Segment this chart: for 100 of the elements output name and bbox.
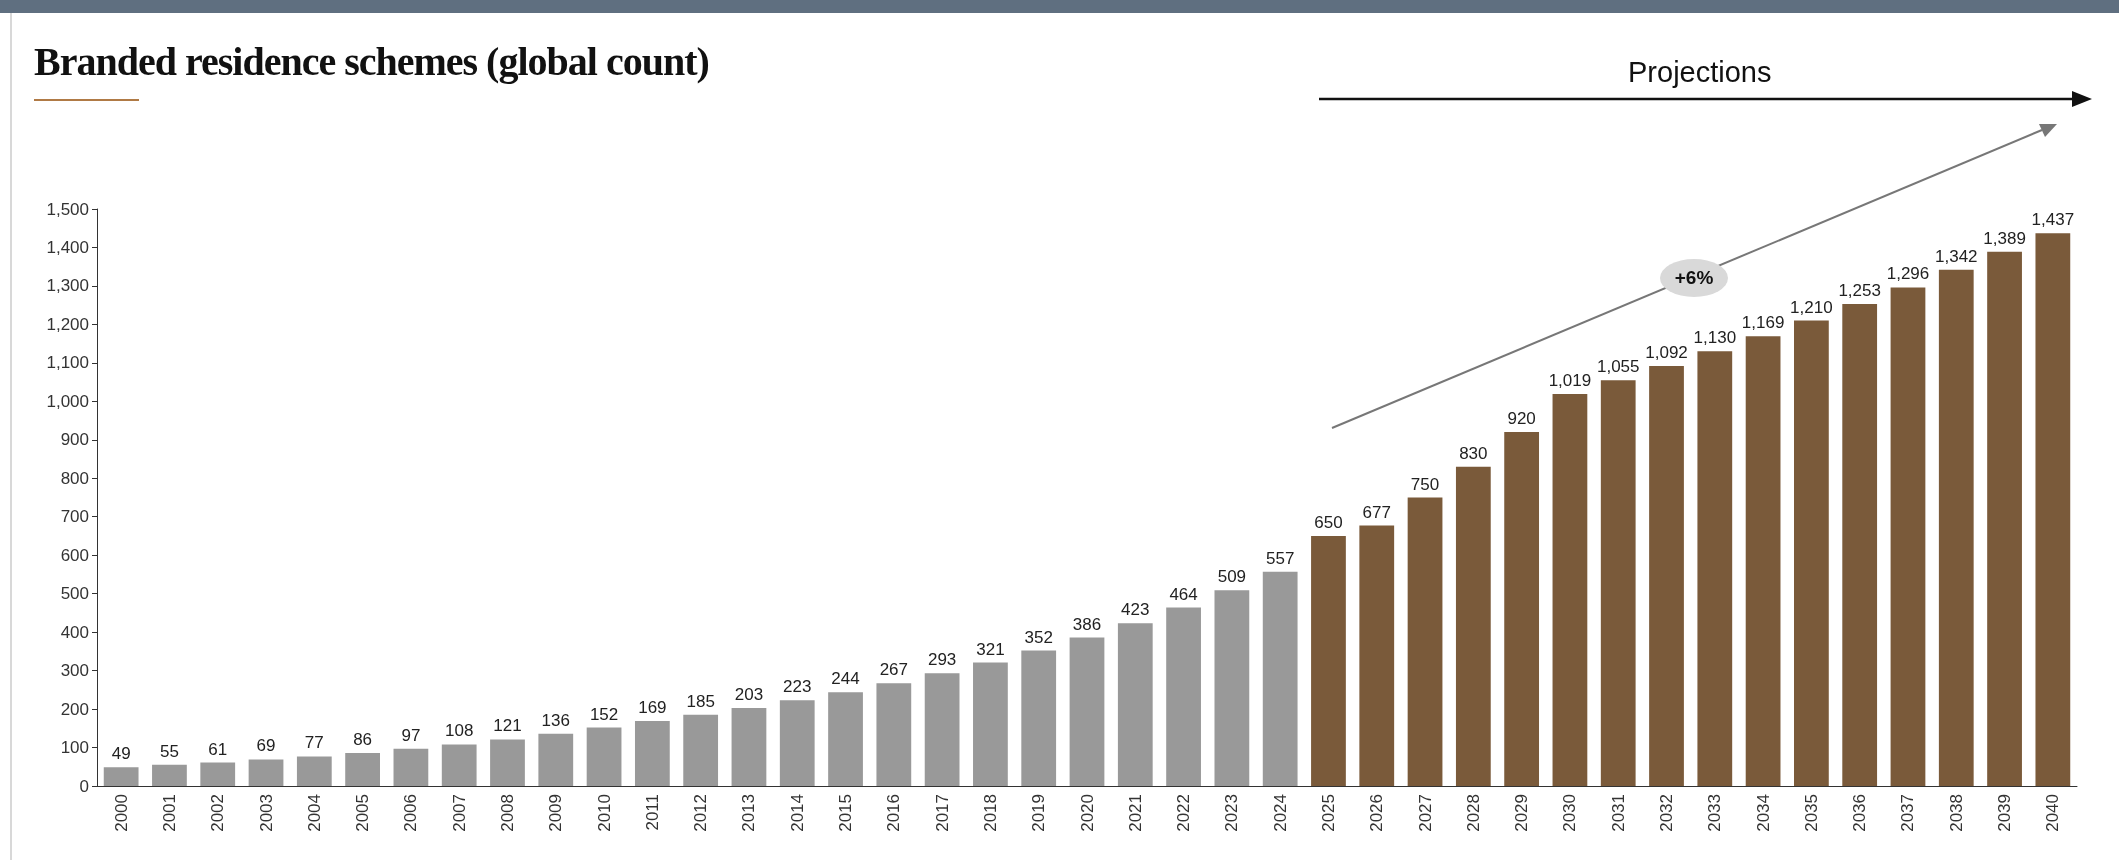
x-tick-label: 2024 [1270,794,1290,832]
bar [828,692,863,786]
data-label: 121 [493,716,522,736]
x-tick-label: 2040 [2043,794,2063,832]
x-tick-label: 2002 [208,794,228,832]
bar [1600,380,1636,786]
x-tick-label: 2015 [836,794,856,832]
data-label: 352 [1024,627,1053,647]
x-tick-label: 2029 [1512,794,1532,832]
x-tick-label: 2036 [1850,794,1870,832]
bar [1938,269,1974,786]
data-label: 55 [159,741,179,761]
data-label: 750 [1410,474,1440,494]
x-tick-label: 2035 [1801,794,1821,832]
x-tick-label: 2031 [1608,794,1628,832]
x-tick-label: 2030 [1560,794,1580,832]
data-label: 830 [1459,443,1488,463]
data-label: 152 [589,704,619,724]
bar [441,744,477,786]
x-tick-label: 2033 [1705,794,1725,832]
bar [1069,637,1105,786]
bar [296,756,332,786]
bar [1021,650,1057,786]
data-label: 69 [256,736,276,756]
x-tick-label: 2009 [546,794,566,832]
y-tick-label: 200 [60,699,89,719]
data-label: 677 [1362,502,1391,522]
bar [973,662,1008,786]
x-tick-label: 2034 [1753,794,1773,832]
bar [1455,466,1491,786]
data-label: 1,296 [1886,264,1930,284]
bar [634,720,670,786]
bar [1890,287,1926,786]
y-tick-label: 700 [60,507,89,527]
annotation: +6% [1660,259,1728,297]
y-tick-label: 1,100 [46,353,89,373]
x-tick-label: 2023 [1222,794,1242,832]
x-tick-label: 2004 [304,794,324,832]
y-tick-label: 1,300 [46,276,89,296]
y-tick-label: 1,200 [46,314,89,334]
data-label: 1,019 [1548,371,1592,391]
x-tick-label: 2032 [1657,794,1677,832]
bar [1504,432,1540,786]
data-label: 557 [1265,548,1295,568]
bar [1311,535,1346,786]
y-tick-label: 1,500 [46,199,89,219]
bar [200,762,236,786]
data-label: 203 [734,684,764,704]
y-tick-label: 100 [60,738,89,758]
data-label: 1,092 [1645,342,1688,362]
x-tick-label: 2000 [111,794,131,832]
data-label: 244 [831,669,860,689]
bar [876,683,912,786]
bar [1117,623,1153,786]
bar [1697,351,1733,786]
data-label: 169 [638,697,667,717]
bar [2035,233,2071,786]
bar [248,759,284,786]
bar [1794,320,1829,786]
bar [538,733,574,786]
y-tick-label: 1,400 [46,237,89,257]
x-tick-label: 2039 [1995,794,2015,832]
y-tick-label: 400 [60,622,89,642]
data-label: 108 [445,721,474,741]
data-label: 97 [401,725,421,745]
x-tick-label: 2021 [1125,794,1145,832]
x-tick-label: 2038 [1946,794,1966,832]
x-tick-label: 2027 [1415,794,1435,832]
x-tick-label: 2011 [642,794,662,831]
x-tick-label: 2014 [787,794,807,832]
bar [345,752,380,786]
data-label: 293 [927,650,957,670]
x-tick-label: 2003 [256,794,276,832]
x-tick-label: 2018 [980,794,1000,832]
data-label: 86 [353,729,373,749]
x-tick-label: 2005 [353,794,373,832]
y-tick-label: 800 [60,468,89,488]
bar [1262,571,1298,786]
x-tick-label: 2026 [1367,794,1387,832]
bar [490,739,525,786]
y-tick-label: 0 [79,776,89,796]
x-tick-label: 2037 [1898,794,1918,832]
x-tick-label: 2020 [1077,794,1097,832]
data-label: 185 [686,691,715,711]
data-label: 223 [783,677,812,697]
data-label: 1,253 [1838,281,1881,301]
chart-title: Branded residence schemes (global count) [34,38,709,85]
y-tick-label: 500 [60,584,89,604]
data-label: 321 [976,639,1005,659]
data-label: 1,437 [2031,210,2075,230]
bar [586,727,622,786]
bar [393,748,429,786]
data-label: 509 [1217,567,1247,587]
bar [103,767,139,786]
y-tick-label: 300 [60,661,89,681]
data-label: 1,389 [1983,228,2026,248]
bar [1166,607,1201,786]
x-tick-label: 2028 [1463,794,1483,832]
bar [924,673,960,786]
data-label: 920 [1507,409,1536,429]
